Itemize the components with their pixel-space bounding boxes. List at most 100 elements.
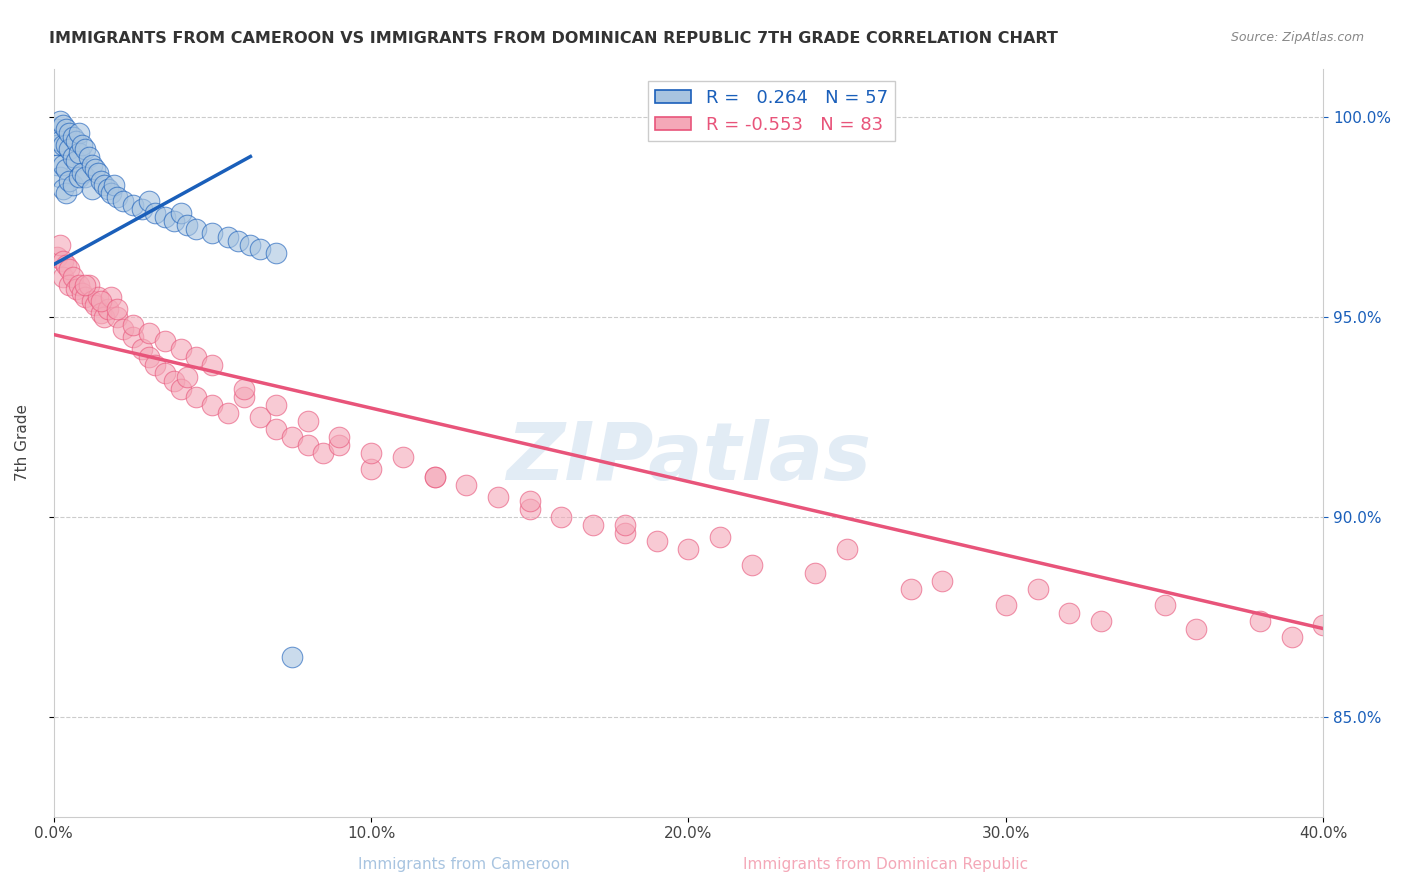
Point <box>90 173 112 187</box>
Point <box>122 318 145 332</box>
Point <box>45 121 67 136</box>
Point <box>52 181 75 195</box>
Point <box>80 181 103 195</box>
Point <box>100 289 122 303</box>
Point <box>169 342 191 356</box>
Point <box>52 118 75 132</box>
Point <box>153 210 176 224</box>
Point <box>280 649 302 664</box>
Point <box>264 398 287 412</box>
Point <box>186 390 208 404</box>
Point <box>67 145 90 160</box>
Point <box>58 142 80 156</box>
Point <box>709 530 731 544</box>
Point <box>49 237 72 252</box>
Point <box>105 189 128 203</box>
Point <box>226 234 249 248</box>
Point <box>52 269 75 284</box>
Point <box>45 157 67 171</box>
Point <box>233 390 256 404</box>
Point <box>70 285 93 300</box>
Point <box>176 218 198 232</box>
Point <box>1090 614 1112 628</box>
Point <box>93 310 115 324</box>
Point <box>62 269 84 284</box>
Point <box>423 469 446 483</box>
Point <box>112 194 135 208</box>
Point <box>75 169 97 184</box>
Point <box>122 197 145 211</box>
Point <box>97 181 120 195</box>
Point <box>58 126 80 140</box>
Point <box>360 445 382 459</box>
Text: IMMIGRANTS FROM CAMEROON VS IMMIGRANTS FROM DOMINICAN REPUBLIC 7TH GRADE CORRELA: IMMIGRANTS FROM CAMEROON VS IMMIGRANTS F… <box>49 31 1059 46</box>
Point <box>186 221 208 235</box>
Point <box>1312 617 1334 632</box>
Point <box>239 237 262 252</box>
Point <box>1153 598 1175 612</box>
Point <box>297 437 319 451</box>
Point <box>122 329 145 343</box>
Point <box>62 149 84 163</box>
Point <box>70 137 93 152</box>
Point <box>67 169 90 184</box>
Point <box>58 173 80 187</box>
Point <box>70 165 93 179</box>
Point <box>249 242 271 256</box>
Point <box>45 137 67 152</box>
Point <box>105 301 128 316</box>
Text: Immigrants from Cameroon: Immigrants from Cameroon <box>359 857 569 872</box>
Point <box>65 281 87 295</box>
Point <box>169 382 191 396</box>
Point <box>77 277 100 292</box>
Point <box>52 137 75 152</box>
Point <box>131 202 153 216</box>
Point <box>49 169 72 184</box>
Text: Source: ZipAtlas.com: Source: ZipAtlas.com <box>1230 31 1364 45</box>
Point <box>153 334 176 348</box>
Point <box>249 409 271 424</box>
Point <box>55 121 77 136</box>
Point <box>931 574 953 588</box>
Point <box>67 277 90 292</box>
Point <box>143 205 166 219</box>
Point <box>143 358 166 372</box>
Point <box>75 289 97 303</box>
Point <box>994 598 1017 612</box>
Point <box>153 366 176 380</box>
Point <box>105 310 128 324</box>
Point <box>45 250 67 264</box>
Point <box>519 493 541 508</box>
Point <box>264 421 287 435</box>
Point <box>741 558 763 572</box>
Point <box>58 261 80 276</box>
Point <box>97 301 120 316</box>
Point <box>90 305 112 319</box>
Point <box>201 358 224 372</box>
Point <box>328 429 350 443</box>
Point <box>1249 614 1271 628</box>
Point <box>613 517 636 532</box>
Point <box>456 477 478 491</box>
Point <box>176 369 198 384</box>
Point <box>201 226 224 240</box>
Point <box>486 490 509 504</box>
Point <box>87 165 110 179</box>
Point <box>83 297 105 311</box>
Point <box>103 178 125 192</box>
Point <box>55 258 77 272</box>
Point <box>1059 606 1081 620</box>
Point <box>163 374 186 388</box>
Point <box>280 429 302 443</box>
Point <box>360 461 382 475</box>
Point <box>131 342 153 356</box>
Point <box>138 326 160 340</box>
Point <box>391 450 413 464</box>
Point <box>201 398 224 412</box>
Point <box>75 277 97 292</box>
Point <box>52 157 75 171</box>
Point <box>328 437 350 451</box>
Point <box>112 321 135 335</box>
Point <box>90 293 112 308</box>
Point <box>138 350 160 364</box>
